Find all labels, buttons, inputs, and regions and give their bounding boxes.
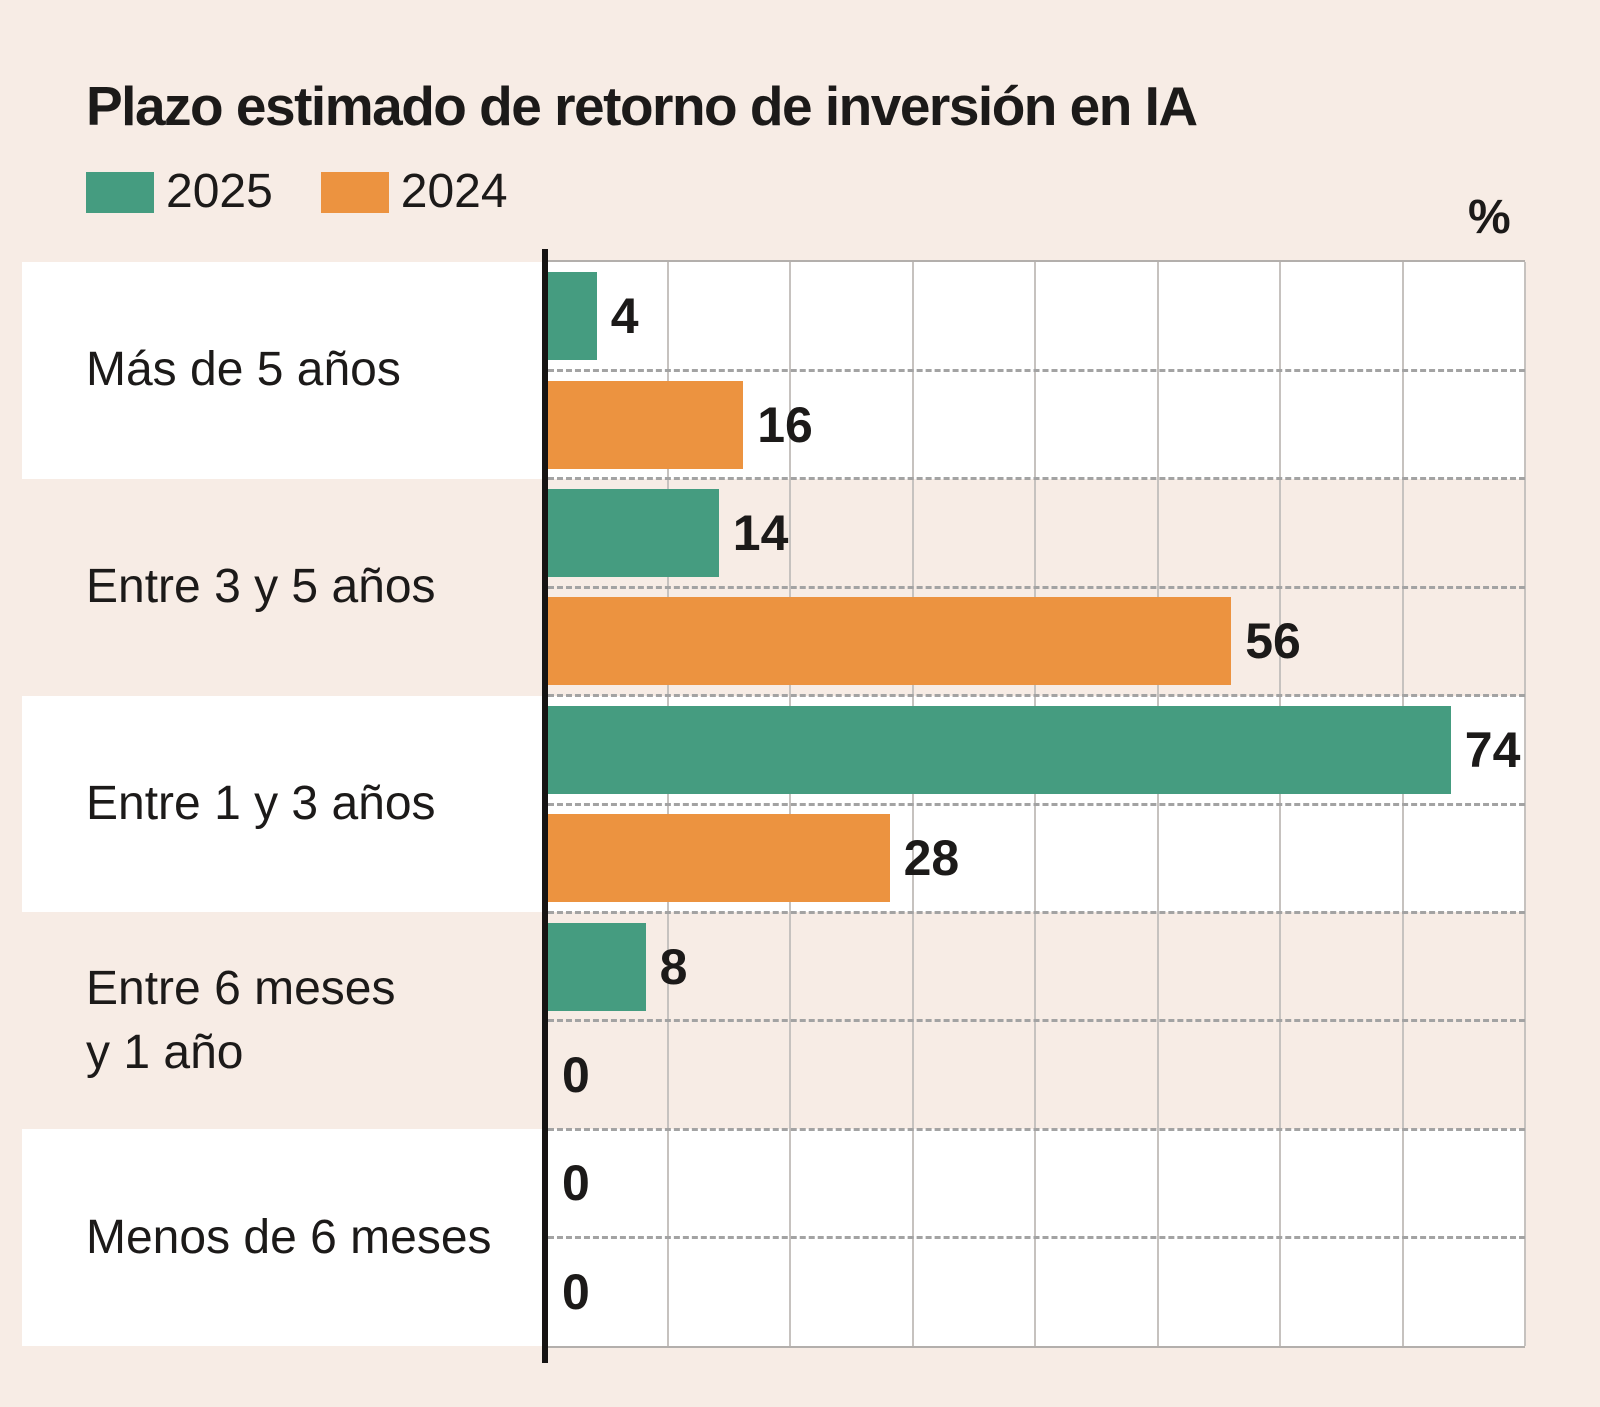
slot-divider-line xyxy=(548,910,1525,914)
slot-divider-line xyxy=(548,585,1525,589)
legend-swatch-2025-icon xyxy=(86,171,154,213)
category-label: Menos de 6 meses xyxy=(86,1129,526,1346)
category-label: Entre 6 meses y 1 año xyxy=(86,912,526,1129)
bar-2024 xyxy=(548,597,1232,686)
chart-title: Plazo estimado de retorno de inversión e… xyxy=(86,75,1198,137)
bar-2024 xyxy=(548,380,744,469)
value-label: 0 xyxy=(562,1047,590,1103)
slot-divider-line xyxy=(548,694,1525,698)
value-label: 16 xyxy=(757,396,813,453)
value-label: 14 xyxy=(732,505,789,561)
category-label: Entre 3 y 5 años xyxy=(86,479,526,696)
value-label: 74 xyxy=(1464,721,1521,778)
category-label-line: Entre 6 meses xyxy=(86,961,396,1015)
value-label: 56 xyxy=(1245,613,1301,670)
slot-divider-line xyxy=(548,1127,1525,1131)
legend-swatch-2024-icon xyxy=(320,171,389,213)
slot-divider-line xyxy=(548,477,1525,481)
category-label: Entre 1 y 3 años xyxy=(86,696,526,913)
slot-divider-line xyxy=(548,368,1525,372)
legend-label-2024: 2024 xyxy=(400,165,508,218)
unit-label: % xyxy=(1468,191,1511,244)
category-label-line: Entre 1 y 3 años xyxy=(86,776,436,830)
category-label-line: Entre 3 y 5 años xyxy=(86,560,436,614)
bar-2025 xyxy=(548,705,1451,794)
category-label-line: y 1 año xyxy=(86,1025,244,1079)
slot-divider-line xyxy=(548,1236,1525,1240)
value-label: 8 xyxy=(659,938,688,995)
legend-item-2024: 2024 xyxy=(320,165,508,218)
grid-line-vertical xyxy=(1524,262,1526,1346)
legend-item-2025: 2025 xyxy=(86,168,273,216)
slot-divider-line xyxy=(548,802,1525,806)
legend-label-2025: 2025 xyxy=(166,165,273,218)
bar-2025 xyxy=(548,922,646,1011)
plot-top-border xyxy=(542,260,1525,262)
value-label: 0 xyxy=(562,1155,590,1212)
category-label-line: Menos de 6 meses xyxy=(86,1210,492,1264)
bar-2025 xyxy=(548,272,597,361)
category-label: Más de 5 años xyxy=(86,262,526,479)
y-axis-line xyxy=(542,249,548,1363)
legend: 2025 2024 xyxy=(86,168,508,216)
plot-bottom-border xyxy=(542,1346,1525,1348)
value-label: 28 xyxy=(903,830,960,887)
bar-2024 xyxy=(548,814,890,903)
bar-2025 xyxy=(548,489,719,577)
value-label: 0 xyxy=(562,1263,590,1320)
slot-divider-line xyxy=(548,1019,1525,1023)
category-label-line: Más de 5 años xyxy=(86,343,401,397)
value-label: 4 xyxy=(610,288,639,345)
